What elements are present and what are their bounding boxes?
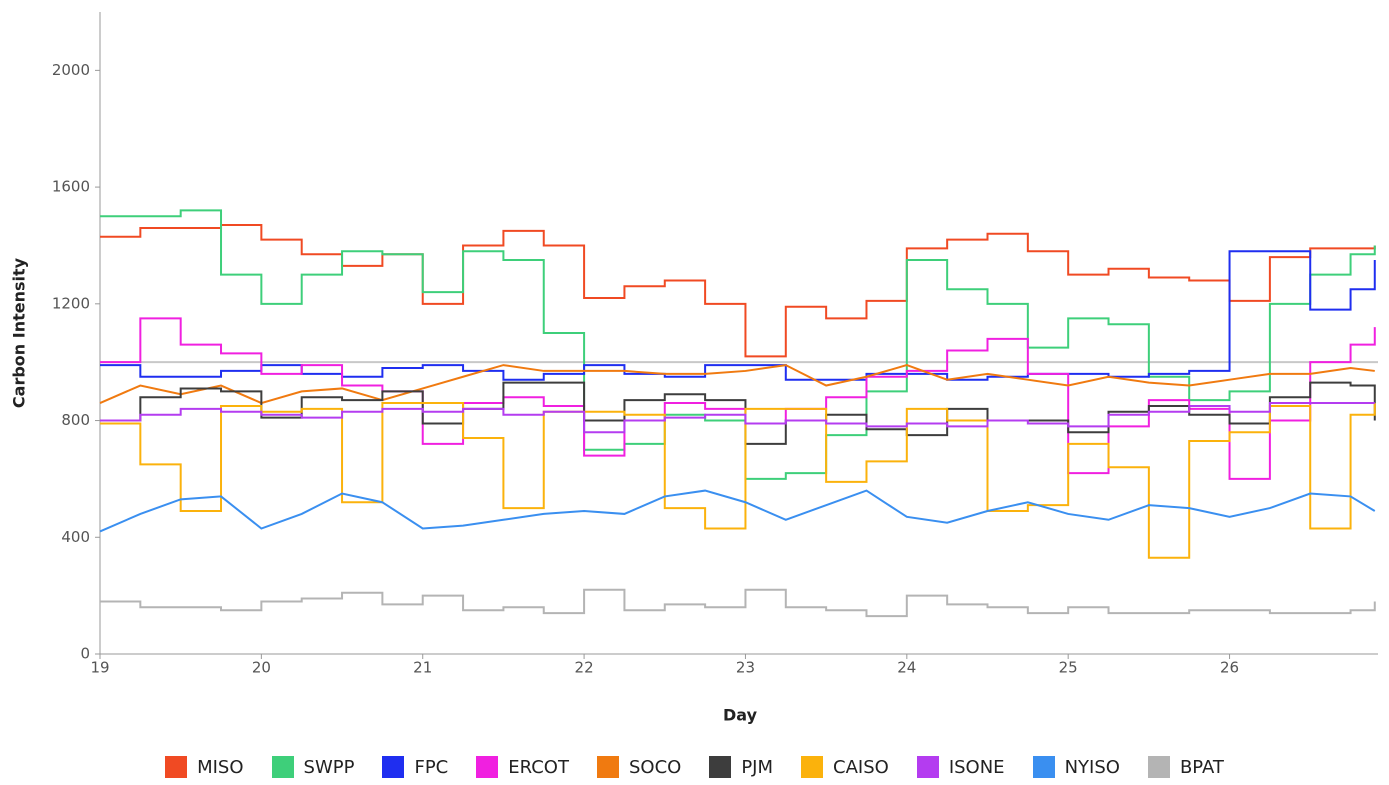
x-tick-label: 23 bbox=[736, 659, 755, 677]
legend-label: SOCO bbox=[628, 756, 682, 778]
y-axis-label: Carbon Intensity bbox=[10, 257, 29, 408]
series-line bbox=[100, 209, 1376, 480]
legend-label: CAISO bbox=[833, 756, 889, 778]
series-line bbox=[100, 402, 1375, 434]
legend-label: BPAT bbox=[1179, 756, 1224, 778]
legend-item[interactable]: SOCO bbox=[596, 756, 682, 778]
legend-label: ERCOT bbox=[508, 756, 569, 778]
legend-swatch bbox=[382, 756, 405, 778]
y-tick-label: 1600 bbox=[52, 178, 90, 196]
legend-item[interactable]: BPAT bbox=[1147, 756, 1224, 778]
legend-swatch bbox=[1032, 756, 1055, 778]
legend-label: PJM bbox=[741, 756, 774, 778]
legend-label: MISO bbox=[197, 756, 244, 778]
series-line bbox=[100, 381, 1376, 445]
series-line bbox=[99, 489, 1376, 533]
y-tick-label: 1200 bbox=[52, 294, 90, 312]
legend-item[interactable]: ISONE bbox=[916, 756, 1005, 778]
legend-item[interactable]: PJM bbox=[709, 756, 773, 778]
legend-item[interactable]: SWPP bbox=[271, 756, 355, 778]
legend-item[interactable]: FPC bbox=[382, 756, 448, 778]
legend-label: FPC bbox=[414, 756, 449, 778]
legend-swatch bbox=[165, 756, 188, 778]
x-tick-label: 22 bbox=[575, 659, 594, 677]
series-line bbox=[100, 402, 1376, 559]
series-line bbox=[100, 224, 1376, 358]
legend-item[interactable]: CAISO bbox=[801, 756, 889, 778]
legend-swatch bbox=[596, 756, 619, 778]
y-tick-label: 400 bbox=[61, 528, 90, 546]
legend: MISO SWPP FPC ERCOT SOCO PJM CAISO ISONE NYISO BP… bbox=[0, 756, 1389, 778]
series-line bbox=[100, 250, 1376, 381]
legend-swatch bbox=[801, 756, 824, 778]
legend-item[interactable]: MISO bbox=[165, 756, 244, 778]
y-tick-label: 2000 bbox=[52, 61, 90, 79]
x-tick-label: 21 bbox=[413, 659, 432, 677]
legend-item[interactable]: ERCOT bbox=[476, 756, 569, 778]
x-tick-label: 26 bbox=[1220, 659, 1239, 677]
legend-label: NYISO bbox=[1064, 756, 1120, 778]
x-axis-label: Day bbox=[723, 706, 758, 725]
x-tick-label: 24 bbox=[897, 659, 916, 677]
legend-item[interactable]: NYISO bbox=[1032, 756, 1120, 778]
x-tick-label: 25 bbox=[1059, 659, 1078, 677]
x-tick-label: 19 bbox=[90, 659, 109, 677]
legend-swatch bbox=[709, 756, 732, 778]
legend-label: ISONE bbox=[948, 756, 1005, 778]
legend-swatch bbox=[271, 756, 294, 778]
legend-swatch bbox=[916, 756, 939, 778]
legend-label: SWPP bbox=[303, 756, 355, 778]
y-tick-label: 800 bbox=[61, 411, 90, 429]
chart: Day Carbon Intensity 0 400 800 1200 1600 2000… bbox=[10, 12, 1378, 725]
series-line bbox=[100, 588, 1376, 618]
legend-swatch bbox=[1147, 756, 1170, 778]
legend-swatch bbox=[476, 756, 499, 778]
x-tick-label: 20 bbox=[252, 659, 271, 677]
y-tick-label: 0 bbox=[80, 645, 90, 663]
series-line bbox=[99, 364, 1375, 405]
series-line bbox=[100, 317, 1376, 480]
